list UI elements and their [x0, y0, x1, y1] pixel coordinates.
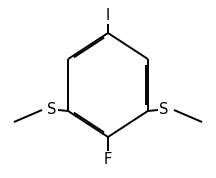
Text: F: F [104, 153, 112, 167]
Text: I: I [106, 7, 110, 22]
Text: S: S [159, 103, 169, 117]
Text: S: S [47, 103, 57, 117]
